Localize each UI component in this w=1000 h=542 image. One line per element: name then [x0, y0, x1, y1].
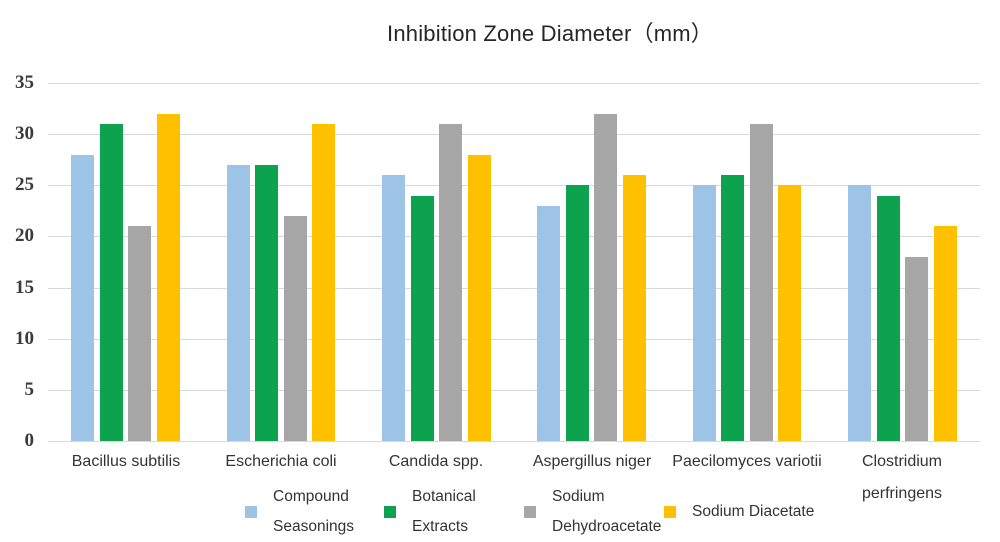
- y-axis-tick-label: 20: [15, 225, 34, 246]
- y-gridline: [48, 339, 980, 340]
- legend-swatch-icon: [664, 506, 676, 518]
- bar: [566, 185, 589, 441]
- bar: [100, 124, 123, 441]
- bar: [382, 175, 405, 441]
- bar: [594, 114, 617, 441]
- bar: [750, 124, 773, 441]
- y-axis-tick-label: 25: [15, 174, 34, 195]
- bar: [312, 124, 335, 441]
- x-axis-category-label: Bacillus subtilis: [71, 453, 181, 470]
- bar: [71, 155, 94, 441]
- legend-swatch-icon: [384, 506, 396, 518]
- bar: [411, 196, 434, 441]
- legend-label: Sodium Dehydroacetate: [552, 488, 662, 535]
- bar: [255, 165, 278, 441]
- bar: [227, 165, 250, 441]
- bar: [537, 206, 560, 441]
- x-axis-category-label: Paecilomyces variotii: [672, 453, 822, 470]
- y-gridline: [48, 134, 980, 135]
- legend-item: Compound Seasonings: [245, 482, 354, 542]
- bar: [848, 185, 871, 441]
- y-axis-tick-label: 10: [15, 328, 34, 349]
- bar: [721, 175, 744, 441]
- chart-title: Inhibition Zone Diameter（mm）: [387, 21, 713, 46]
- y-gridline: [48, 441, 980, 442]
- x-axis-category-label: Clostridium perfringens: [861, 453, 943, 502]
- legend-label: Compound Seasonings: [273, 488, 355, 535]
- bar: [439, 124, 462, 441]
- y-axis-tick-label: 0: [24, 430, 35, 451]
- bar: [284, 216, 307, 441]
- y-axis-tick-label: 5: [24, 379, 35, 400]
- y-gridline: [48, 185, 980, 186]
- y-gridline: [48, 288, 980, 289]
- legend-item: Sodium Diacetate: [664, 482, 814, 542]
- y-gridline: [48, 83, 980, 84]
- y-axis-tick-label: 30: [15, 123, 34, 144]
- x-axis-category-label: Candida spp.: [388, 453, 484, 470]
- legend-swatch-icon: [524, 506, 536, 518]
- legend-label: Sodium Diacetate: [692, 503, 815, 520]
- bar: [905, 257, 928, 441]
- bar: [877, 196, 900, 441]
- y-gridline: [48, 390, 980, 391]
- legend-label: Botanical Extracts: [412, 488, 476, 535]
- bar: [468, 155, 491, 441]
- y-axis-tick-label: 15: [15, 277, 34, 298]
- x-axis-category-label: Aspergillus niger: [532, 453, 652, 470]
- x-axis-category-label: Escherichia coli: [225, 453, 337, 470]
- bar: [778, 185, 801, 441]
- legend-item: Sodium Dehydroacetate: [524, 482, 661, 542]
- bar: [128, 226, 151, 441]
- bar: [157, 114, 180, 441]
- bar: [934, 226, 957, 441]
- bar: [693, 185, 716, 441]
- y-gridline: [48, 236, 980, 237]
- bar: [623, 175, 646, 441]
- y-axis-tick-label: 35: [15, 72, 34, 93]
- legend-swatch-icon: [245, 506, 257, 518]
- legend-item: Botanical Extracts: [384, 482, 476, 542]
